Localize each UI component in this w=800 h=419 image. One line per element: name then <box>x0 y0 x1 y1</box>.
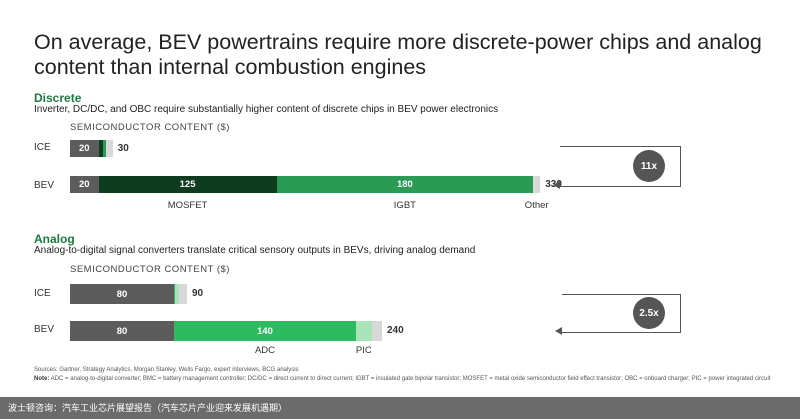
discrete-axis-title: SEMICONDUCTOR CONTENT ($) <box>70 122 230 133</box>
analog-bar-bev-seg-3 <box>371 321 382 341</box>
analog-axis-title: SEMICONDUCTOR CONTENT ($) <box>70 264 230 275</box>
discrete-bar-bev-seg-1: 125 <box>98 176 277 193</box>
analog-bar-ice-seg-2 <box>175 284 180 304</box>
footer-caption: 波士顿咨询：汽车工业芯片展望报告（汽车芯片产业迎来发展机遇期） <box>0 397 800 419</box>
discrete-row-label-bev: BEV <box>34 180 55 191</box>
discrete-bar-ice-seg-3 <box>105 140 113 157</box>
analog-bar-ice-seg-3 <box>179 284 187 304</box>
discrete-bar-bev-seg-0: 20 <box>70 176 99 193</box>
note-body: ADC = analog-to-digital converter; BMC =… <box>50 376 771 382</box>
discrete-row-label-ice: ICE <box>34 142 51 153</box>
discrete-bar-bev-seg-2: 180 <box>276 176 534 193</box>
discrete-bar-bev-seg-3 <box>533 176 541 193</box>
analog-bar-ice-seg-1 <box>174 284 176 304</box>
discrete-bar-ice-seg-0: 20 <box>70 140 99 157</box>
analog-bar-bev-seg-0: 80 <box>70 321 174 341</box>
discrete-bar-ice-seg-1 <box>98 140 103 157</box>
analog-bracket <box>562 294 681 333</box>
page-title: On average, BEV powertrains require more… <box>34 30 762 79</box>
discrete-arrow-icon <box>553 181 560 189</box>
analog-legend-adc: ADC <box>254 345 276 356</box>
analog-bar-bev-seg-1: 140 <box>174 321 356 341</box>
analog-multiplier-badge: 2.5x <box>633 297 665 329</box>
discrete-legend-mosfet: MOSFET <box>167 200 208 211</box>
discrete-section-title: Discrete <box>34 91 82 105</box>
analog-row-label-ice: ICE <box>34 288 51 299</box>
discrete-bracket <box>560 146 681 187</box>
discrete-multiplier-badge: 11x <box>633 150 665 182</box>
analog-subtitle: Analog-to-digital signal converters tran… <box>34 245 476 256</box>
analog-legend-pic: PIC <box>355 345 372 356</box>
note-text: Note: ADC = analog-to-digital converter;… <box>34 375 774 383</box>
discrete-legend-other: Other <box>524 200 549 211</box>
analog-bar-bev-seg-2 <box>356 321 372 341</box>
discrete-total-ice: 30 <box>117 142 129 154</box>
discrete-legend-igbt: IGBT <box>393 200 416 211</box>
note-label: Note: <box>34 376 50 382</box>
sources-text: Sources: Gartner, Strategy Analytics, Mo… <box>34 367 299 373</box>
discrete-bar-ice-seg-2 <box>102 140 106 157</box>
analog-section-title: Analog <box>34 232 75 246</box>
analog-bar-ice-seg-0: 80 <box>70 284 174 304</box>
analog-total-bev: 240 <box>387 325 404 336</box>
analog-arrow-icon <box>555 327 562 335</box>
analog-total-ice: 90 <box>192 288 204 299</box>
discrete-subtitle: Inverter, DC/DC, and OBC require substan… <box>34 104 499 115</box>
analog-row-label-bev: BEV <box>34 324 55 335</box>
